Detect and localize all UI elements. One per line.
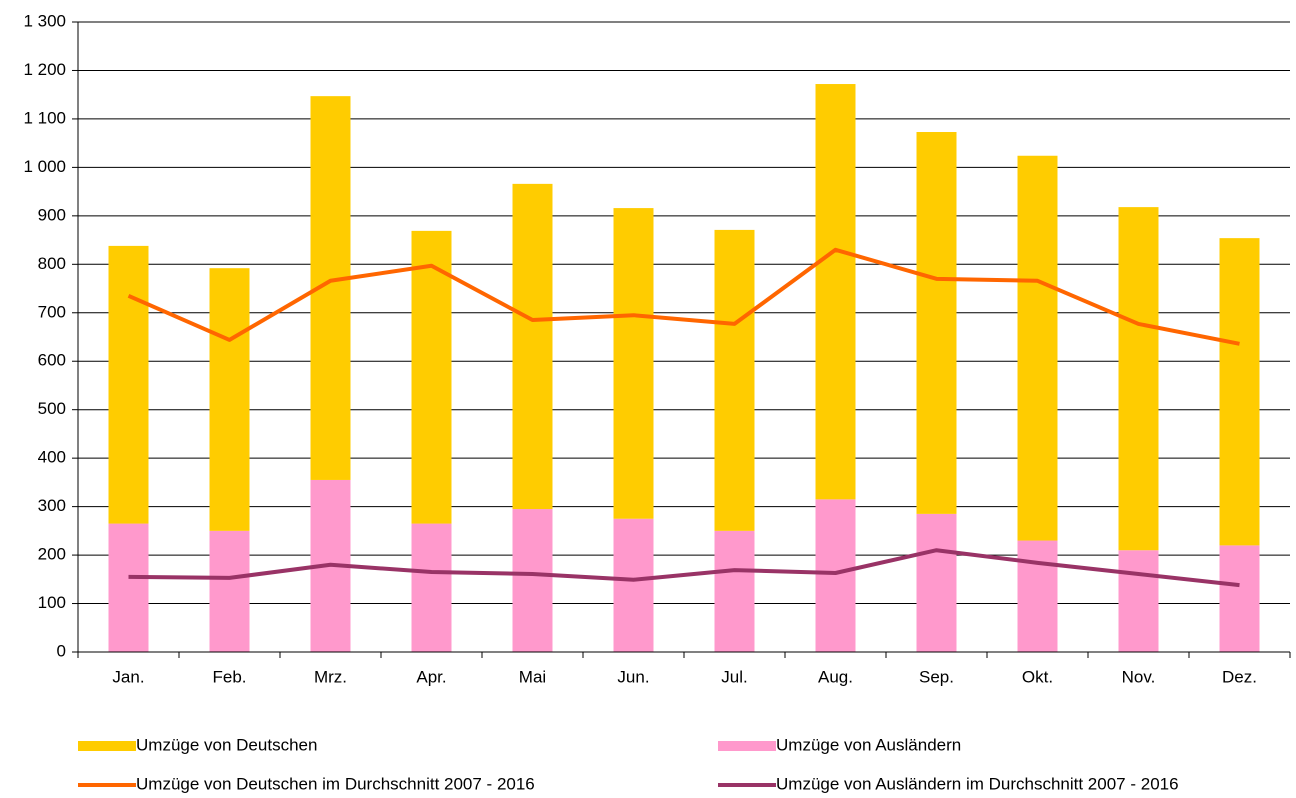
- bar: [1017, 540, 1058, 652]
- bar: [714, 530, 755, 652]
- y-tick-label: 400: [38, 448, 66, 467]
- legend-label: Umzüge von Deutschen: [136, 735, 317, 754]
- x-tick-label: Jan.: [112, 667, 144, 686]
- y-tick-label: 500: [38, 399, 66, 418]
- y-tick-label: 1 000: [23, 157, 66, 176]
- bar: [1219, 238, 1260, 546]
- x-tick-label: Aug.: [818, 667, 853, 686]
- bar: [613, 518, 654, 652]
- line-series: [127, 247, 1240, 346]
- bar: [1118, 550, 1159, 652]
- bar: [108, 523, 149, 652]
- legend-swatch: [718, 741, 776, 751]
- x-tick-label: Mai: [519, 667, 546, 686]
- x-tick-label: Dez.: [1222, 667, 1257, 686]
- bar: [613, 208, 654, 519]
- y-tick-label: 900: [38, 205, 66, 224]
- bar: [916, 513, 957, 652]
- y-tick-label: 800: [38, 254, 66, 273]
- y-tick-label: 1 200: [23, 60, 66, 79]
- x-tick-label: Okt.: [1022, 667, 1053, 686]
- bar: [108, 245, 149, 524]
- bar: [1017, 155, 1058, 541]
- bar: [411, 523, 452, 652]
- bar: [209, 268, 250, 531]
- x-tick-label: Mrz.: [314, 667, 347, 686]
- y-tick-label: 1 100: [23, 108, 66, 127]
- x-tick-label: Nov.: [1122, 667, 1156, 686]
- y-tick-label: 200: [38, 545, 66, 564]
- bar: [411, 230, 452, 524]
- bar: [916, 132, 957, 514]
- bar: [512, 183, 553, 510]
- x-tick-label: Sep.: [919, 667, 954, 686]
- y-tick-label: 0: [57, 641, 66, 660]
- y-tick-label: 300: [38, 496, 66, 515]
- y-tick-label: 1 300: [23, 11, 66, 30]
- legend-label: Umzüge von Ausländern im Durchschnitt 20…: [776, 774, 1179, 793]
- legend-label: Umzüge von Deutschen im Durchschnitt 200…: [136, 774, 535, 793]
- x-tick-label: Apr.: [416, 667, 446, 686]
- bar: [209, 530, 250, 652]
- bar: [1219, 545, 1260, 652]
- x-tick-label: Jul.: [721, 667, 747, 686]
- x-tick-label: Feb.: [212, 667, 246, 686]
- line-series: [128, 548, 1240, 588]
- y-tick-label: 100: [38, 593, 66, 612]
- x-tick-label: Jun.: [617, 667, 649, 686]
- y-tick-label: 600: [38, 351, 66, 370]
- y-tick-label: 700: [38, 302, 66, 321]
- bar: [714, 229, 755, 531]
- bar: [1118, 207, 1159, 551]
- bar: [815, 499, 856, 652]
- bar: [815, 84, 856, 500]
- bar: [512, 509, 553, 652]
- legend-label: Umzüge von Ausländern: [776, 735, 961, 754]
- legend-swatch: [78, 741, 136, 751]
